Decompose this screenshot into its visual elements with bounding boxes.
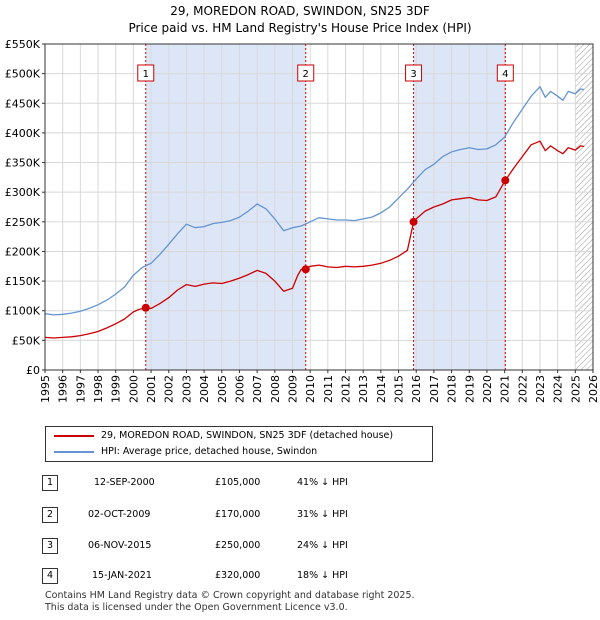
sale-marker-label: 1 — [143, 69, 149, 80]
sale-marker-box — [405, 64, 423, 82]
chart-subtitle: Price paid vs. HM Land Registry's House … — [128, 21, 472, 35]
y-tick-label: £300K — [5, 186, 41, 199]
footer-licence: This data is licensed under the Open Gov… — [45, 602, 348, 613]
x-tick-label: 2026 — [587, 375, 600, 403]
sale-price: £170,000 — [215, 509, 261, 520]
x-tick-label: 2014 — [375, 375, 388, 403]
x-tick-label: 2007 — [251, 375, 264, 403]
x-tick-label: 1995 — [39, 375, 52, 403]
x-tick-label: 2005 — [216, 375, 229, 403]
x-tick-label: 2023 — [534, 375, 547, 403]
x-tick-label: 2013 — [357, 375, 370, 403]
plot-frame — [44, 43, 594, 371]
sale-date: 06-NOV-2015 — [88, 540, 152, 551]
x-tick-label: 2004 — [198, 375, 211, 403]
x-tick-label: 1998 — [92, 375, 105, 403]
sales-table-row: 3 06-NOV-2015 £250,000 24% ↓ HPI — [42, 538, 442, 554]
sale-hpi-delta: 41% ↓ HPI — [297, 477, 348, 488]
y-tick-label: £250K — [5, 216, 41, 229]
sale-marker-box — [137, 64, 155, 82]
y-tick-label: £0 — [26, 364, 40, 377]
sales-table-row: 4 15-JAN-2021 £320,000 18% ↓ HPI — [42, 568, 442, 584]
x-tick-label: 2008 — [269, 375, 282, 403]
sale-point — [141, 303, 150, 312]
x-tick-label: 2015 — [393, 375, 406, 403]
y-tick-label: £500K — [5, 68, 41, 81]
x-tick-label: 2019 — [463, 375, 476, 403]
y-tick-label: £100K — [5, 305, 41, 318]
sale-number-badge: 2 — [42, 507, 58, 523]
legend-item-hpi: HPI: Average price, detached house, Swin… — [46, 445, 432, 459]
x-tick-label: 1999 — [110, 375, 123, 403]
x-tick-label: 2009 — [286, 375, 299, 403]
property-price-line — [44, 140, 585, 339]
sale-price: £250,000 — [215, 540, 261, 551]
y-tick-label: £150K — [5, 275, 41, 288]
x-tick-label: 2020 — [481, 375, 494, 403]
x-tick-label: 2022 — [516, 375, 529, 403]
sale-date: 12-SEP-2000 — [94, 477, 155, 488]
sale-price: £105,000 — [215, 477, 261, 488]
legend-label-hpi: HPI: Average price, detached house, Swin… — [101, 446, 318, 457]
sale-marker-label: 2 — [303, 69, 309, 80]
sale-hpi-delta: 24% ↓ HPI — [297, 540, 348, 551]
sale-marker-label: 4 — [502, 69, 508, 80]
y-tick-label: £450K — [5, 97, 41, 110]
plot-background — [45, 44, 593, 370]
sale-date: 15-JAN-2021 — [92, 570, 152, 581]
x-tick-label: 2021 — [499, 375, 512, 403]
legend-line-property — [54, 435, 94, 437]
sale-point — [409, 217, 418, 226]
x-tick-label: 1996 — [57, 375, 70, 403]
legend-line-hpi — [54, 451, 94, 453]
sales-table-row: 1 12-SEP-2000 £105,000 41% ↓ HPI — [42, 475, 442, 491]
x-tick-label: 2018 — [446, 375, 459, 403]
chart-title: 29, MOREDON ROAD, SWINDON, SN25 3DF — [170, 4, 430, 18]
x-tick-label: 2003 — [180, 375, 193, 403]
x-tick-label: 2011 — [322, 375, 335, 403]
sale-marker-box — [496, 64, 514, 82]
x-tick-label: 2006 — [233, 375, 246, 403]
legend-label-property: 29, MOREDON ROAD, SWINDON, SN25 3DF (det… — [101, 430, 394, 441]
sale-number-badge: 3 — [42, 538, 58, 554]
y-tick-label: £400K — [5, 127, 41, 140]
x-tick-label: 2000 — [127, 375, 140, 403]
sale-price: £320,000 — [215, 570, 261, 581]
footer-copyright: Contains HM Land Registry data © Crown c… — [45, 590, 415, 601]
x-tick-label: 2001 — [145, 375, 158, 403]
y-tick-label: £350K — [5, 157, 41, 170]
y-tick-label: £50K — [12, 334, 41, 347]
chart-legend: 29, MOREDON ROAD, SWINDON, SN25 3DF (det… — [45, 426, 433, 462]
x-tick-label: 2024 — [552, 375, 565, 403]
sale-date: 02-OCT-2009 — [88, 509, 151, 520]
x-tick-label: 2016 — [410, 375, 423, 403]
sale-point — [501, 176, 510, 185]
legend-item-property: 29, MOREDON ROAD, SWINDON, SN25 3DF (det… — [46, 429, 432, 443]
x-tick-label: 2002 — [163, 375, 176, 403]
sale-point — [301, 265, 310, 274]
x-tick-label: 2012 — [340, 375, 353, 403]
shaded-period — [145, 44, 306, 370]
sale-hpi-delta: 31% ↓ HPI — [297, 509, 348, 520]
x-tick-label: 2010 — [304, 375, 317, 403]
x-tick-label: 2025 — [569, 375, 582, 403]
sale-hpi-delta: 18% ↓ HPI — [297, 570, 348, 581]
forecast-hatch — [575, 44, 593, 370]
price-chart: 1 2 3 4 £0 £50K £100K £150K £200K £250K £300K £350… — [5, 38, 600, 403]
sale-marker-box — [297, 64, 315, 82]
x-tick-label: 1997 — [74, 375, 87, 403]
sales-table-row: 2 02-OCT-2009 £170,000 31% ↓ HPI — [42, 507, 442, 523]
sale-marker-label: 3 — [410, 69, 416, 80]
x-tick-label: 2017 — [428, 375, 441, 403]
sale-number-badge: 1 — [42, 475, 58, 491]
shaded-period — [413, 44, 506, 370]
y-tick-label: £200K — [5, 245, 41, 258]
y-tick-label: £550K — [5, 38, 41, 51]
sale-number-badge: 4 — [42, 568, 58, 584]
hpi-line — [44, 86, 585, 316]
